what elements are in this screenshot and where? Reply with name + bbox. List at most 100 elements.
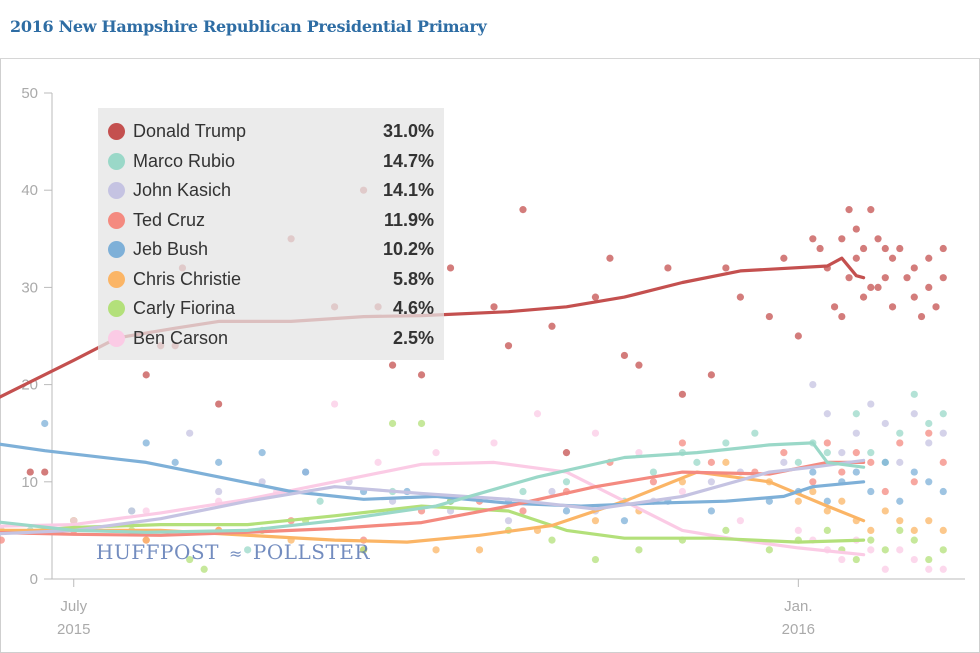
poll-point xyxy=(925,517,933,525)
poll-point xyxy=(591,429,600,437)
poll-point xyxy=(881,458,889,466)
poll-point xyxy=(765,546,773,554)
legend-swatch xyxy=(108,241,125,258)
poll-point xyxy=(707,507,715,515)
poll-point xyxy=(830,303,839,311)
poll-point xyxy=(925,478,933,486)
poll-point xyxy=(200,565,208,573)
legend-item: John Kasich 14.1% xyxy=(108,179,434,203)
poll-point xyxy=(852,449,860,457)
poll-point xyxy=(910,555,918,564)
poll-point xyxy=(859,244,868,253)
poll-point xyxy=(809,235,817,243)
poll-point xyxy=(896,546,904,554)
poll-point xyxy=(41,419,49,428)
poll-point xyxy=(794,526,802,534)
poll-point xyxy=(722,458,730,466)
poll-point xyxy=(867,400,875,408)
poll-point xyxy=(823,439,831,447)
poll-point xyxy=(359,546,368,554)
legend-value: 5.8% xyxy=(392,268,434,289)
poll-point xyxy=(142,371,150,379)
poll-point xyxy=(932,303,940,311)
poll-point xyxy=(142,439,150,447)
x-tick-label-top: Jan. xyxy=(784,598,812,615)
poll-point xyxy=(548,487,556,496)
poll-point xyxy=(838,468,846,476)
legend-item: Jeb Bush 10.2% xyxy=(108,238,434,262)
x-tick-label-bottom: 2015 xyxy=(57,621,90,638)
poll-point xyxy=(867,449,875,457)
legend: Donald Trump 31.0% Marco Rubio 14.7% John Ka… xyxy=(98,108,444,360)
poll-point xyxy=(186,555,194,564)
poll-point xyxy=(417,419,426,428)
poll-point xyxy=(867,283,875,291)
poll-point xyxy=(816,244,824,253)
poll-point xyxy=(635,546,643,554)
poll-point xyxy=(896,429,904,437)
y-tick-label: 10 xyxy=(21,474,38,491)
poll-point xyxy=(417,371,426,379)
poll-point xyxy=(939,274,947,282)
poll-point xyxy=(620,517,629,525)
legend-item: Marco Rubio 14.7% xyxy=(108,150,434,174)
poll-point xyxy=(925,419,933,428)
legend-item: Carly Fiorina 4.6% xyxy=(108,297,434,321)
legend-swatch xyxy=(108,270,125,288)
legend-swatch xyxy=(108,300,125,317)
poll-point xyxy=(939,546,947,554)
poll-point xyxy=(562,507,571,515)
poll-point xyxy=(845,206,853,214)
poll-point xyxy=(939,244,947,253)
poll-point xyxy=(881,546,889,554)
poll-point xyxy=(330,400,339,408)
poll-point xyxy=(939,429,947,437)
poll-point xyxy=(888,254,897,262)
legend-swatch xyxy=(108,182,125,199)
poll-point xyxy=(722,526,730,534)
poll-point xyxy=(838,555,846,564)
legend-name: Donald Trump xyxy=(133,121,247,141)
poll-point xyxy=(852,555,860,564)
legend-item: Ted Cruz 11.9% xyxy=(108,209,434,233)
poll-point xyxy=(881,565,889,573)
poll-point xyxy=(925,429,933,437)
poll-point xyxy=(635,449,643,457)
poll-point xyxy=(925,283,933,291)
poll-point xyxy=(859,293,868,301)
poll-point xyxy=(142,536,150,544)
poll-point xyxy=(823,410,831,418)
poll-point xyxy=(693,458,701,466)
poll-point xyxy=(910,468,918,476)
poll-point xyxy=(388,419,397,428)
poll-point xyxy=(388,361,397,369)
poll-point xyxy=(867,458,875,466)
poll-point xyxy=(722,439,730,447)
poll-point xyxy=(475,546,484,554)
poll-point xyxy=(910,526,918,534)
poll-point xyxy=(26,468,34,476)
x-tick-label-top: July xyxy=(60,598,87,615)
poll-point xyxy=(867,206,875,214)
poll-point xyxy=(881,244,889,253)
poll-point xyxy=(896,458,904,466)
trend-line-jeb-bush xyxy=(0,442,866,508)
poll-point xyxy=(910,410,918,418)
legend-swatch xyxy=(108,152,125,170)
poll-point xyxy=(852,254,860,262)
poll-point xyxy=(809,487,817,496)
huffpost-pollster-watermark: HUFFPOST ≈ POLLSTER xyxy=(96,540,370,564)
poll-point xyxy=(780,449,788,457)
legend-name: Jeb Bush xyxy=(133,239,209,259)
poll-point xyxy=(780,458,788,466)
poll-point xyxy=(823,526,831,534)
poll-point xyxy=(678,390,687,398)
poll-point xyxy=(649,478,658,486)
poll-point xyxy=(707,458,715,466)
poll-point xyxy=(939,458,947,466)
poll-point xyxy=(838,449,846,457)
poll-point xyxy=(736,293,744,301)
legend-swatch xyxy=(108,211,125,229)
poll-point xyxy=(0,536,5,544)
poll-point xyxy=(678,439,687,447)
